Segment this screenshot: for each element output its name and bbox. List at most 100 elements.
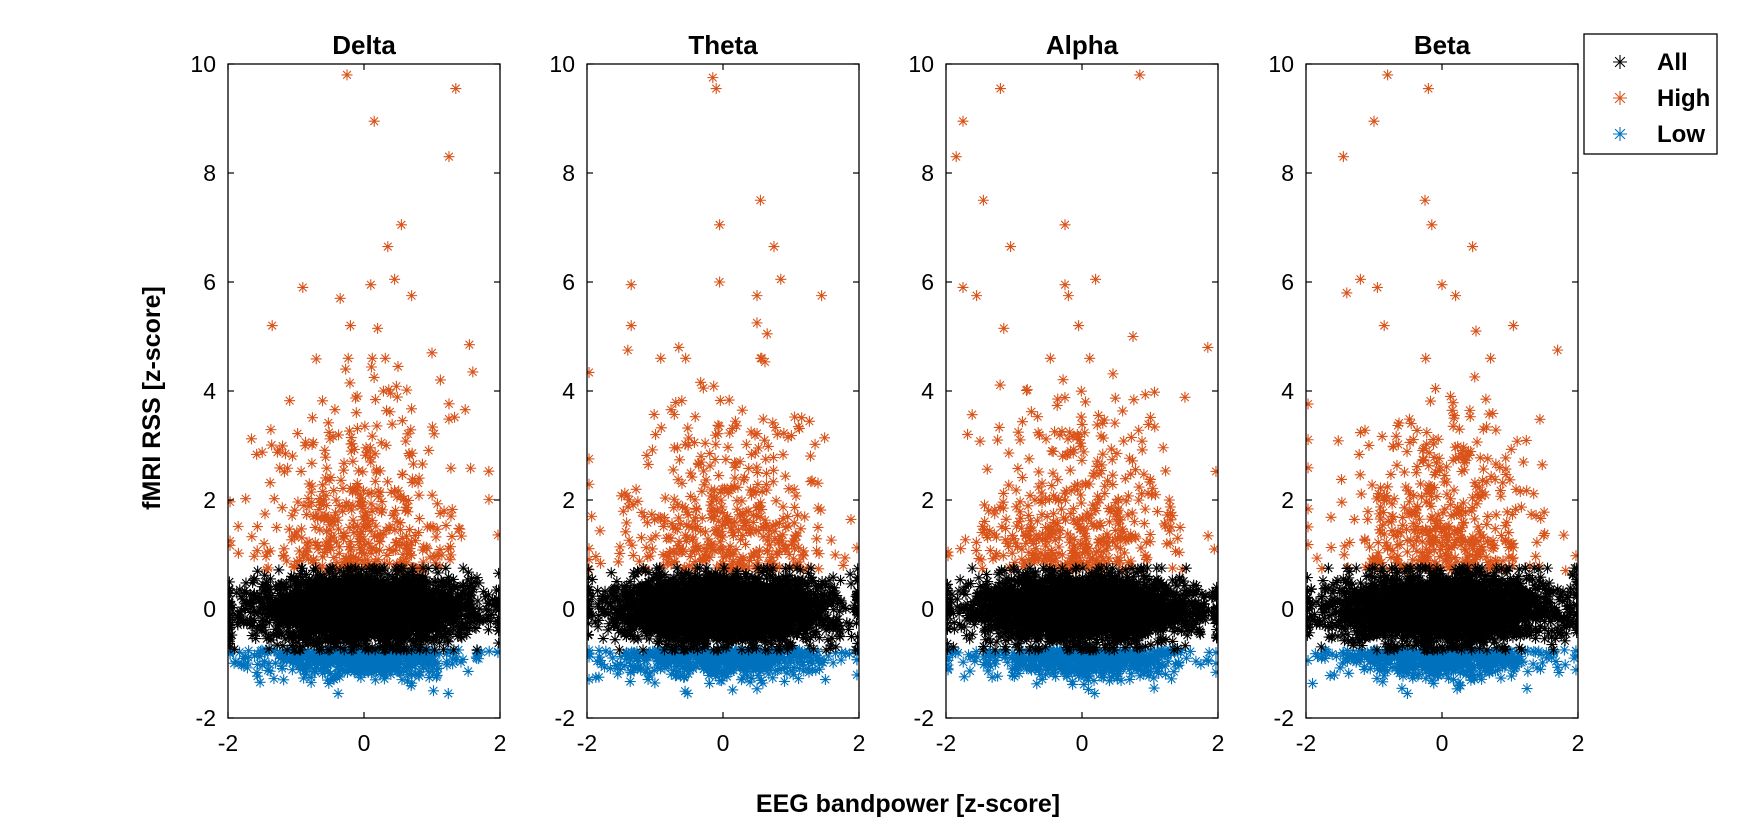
data-point-high <box>390 537 402 549</box>
data-point-high <box>328 485 340 497</box>
data-point-all <box>418 616 430 628</box>
data-point-all <box>316 594 328 606</box>
data-point-low <box>428 657 440 669</box>
data-point-low <box>767 672 779 684</box>
data-point-all <box>234 584 246 596</box>
data-point-high <box>331 556 343 568</box>
data-point-high <box>446 503 458 515</box>
data-point-all <box>343 588 355 600</box>
data-point-all <box>451 615 463 627</box>
data-point-high <box>710 83 722 95</box>
data-point-high <box>769 421 781 433</box>
data-point-high <box>371 503 383 515</box>
data-point-high <box>707 544 719 556</box>
data-point-high <box>382 241 394 253</box>
data-point-high <box>347 552 359 564</box>
data-point-high <box>716 544 728 556</box>
data-point-high <box>722 487 734 499</box>
data-point-all <box>367 562 379 574</box>
data-point-high <box>344 482 356 494</box>
data-point-high <box>709 484 721 496</box>
data-point-all <box>387 640 399 652</box>
data-point-high <box>387 544 399 556</box>
data-point-low <box>342 648 354 660</box>
data-point-high <box>712 428 724 440</box>
data-point-all <box>384 590 396 602</box>
data-point-low <box>298 648 310 660</box>
data-point-high <box>763 555 775 567</box>
data-point-all <box>368 613 380 625</box>
data-point-all <box>386 571 398 583</box>
data-point-all <box>315 620 327 632</box>
data-point-high <box>416 458 428 470</box>
data-point-high <box>783 548 795 560</box>
data-point-high <box>281 555 293 567</box>
data-point-all <box>309 587 321 599</box>
data-point-all <box>357 600 369 612</box>
data-point-high <box>265 424 277 436</box>
data-point-low <box>262 664 274 676</box>
data-point-high <box>387 509 399 521</box>
data-point-all <box>228 583 235 595</box>
data-point-high <box>741 506 753 518</box>
data-point-all <box>316 610 328 622</box>
data-point-high <box>641 449 653 461</box>
data-point-all <box>253 593 265 605</box>
data-point-all <box>461 600 473 612</box>
data-point-all <box>293 625 305 637</box>
data-point-high <box>756 352 768 364</box>
data-point-high <box>246 531 258 543</box>
data-point-high <box>845 513 857 525</box>
data-point-all <box>365 585 377 597</box>
data-point-high <box>390 380 402 392</box>
data-point-high <box>633 555 645 567</box>
data-point-high <box>309 536 321 548</box>
data-point-all <box>376 623 388 635</box>
data-point-high <box>374 465 386 477</box>
data-point-high <box>342 352 354 364</box>
data-point-high <box>705 540 717 552</box>
data-point-all <box>307 611 319 623</box>
data-point-high <box>406 290 418 302</box>
data-point-high <box>646 543 658 555</box>
y-tick-label: 6 <box>203 269 216 295</box>
data-point-all <box>391 627 403 639</box>
data-point-all <box>466 598 478 610</box>
data-point-high <box>258 538 270 550</box>
data-point-all <box>276 610 288 622</box>
data-point-high <box>324 433 336 445</box>
data-point-high <box>768 452 780 464</box>
data-point-high <box>317 486 329 498</box>
data-point-all <box>448 644 460 656</box>
data-point-low <box>802 645 814 657</box>
data-point-high <box>455 530 467 542</box>
data-point-high <box>698 549 710 561</box>
data-point-high <box>292 496 304 508</box>
data-point-all <box>348 591 360 603</box>
data-point-all <box>402 589 414 601</box>
data-point-high <box>710 494 722 506</box>
data-point-high <box>394 558 406 570</box>
data-point-all <box>471 612 483 624</box>
data-point-low <box>317 662 329 674</box>
data-point-high <box>734 559 746 571</box>
data-point-all <box>285 570 297 582</box>
data-point-low <box>665 668 677 680</box>
data-point-high <box>397 556 409 568</box>
data-point-low <box>612 668 624 680</box>
data-point-high <box>391 491 403 503</box>
data-point-all <box>425 592 437 604</box>
data-point-high <box>789 529 801 541</box>
data-point-all <box>287 629 299 641</box>
data-point-high <box>405 536 417 548</box>
data-point-all <box>279 633 291 645</box>
data-point-high <box>328 516 340 528</box>
data-point-high <box>289 504 301 516</box>
data-point-high <box>400 502 412 514</box>
data-point-all <box>469 622 481 634</box>
data-point-low <box>384 659 396 671</box>
data-point-all <box>330 638 342 650</box>
data-point-all <box>420 623 432 635</box>
data-point-all <box>440 615 452 627</box>
data-point-high <box>761 328 773 340</box>
